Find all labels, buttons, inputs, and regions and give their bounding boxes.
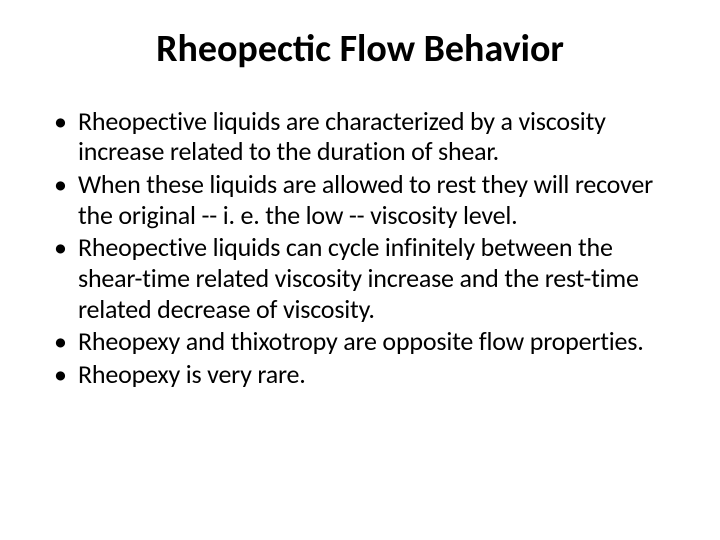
list-item: When these liquids are allowed to rest t… (48, 169, 672, 230)
list-item: Rheopexy is very rare. (48, 359, 672, 390)
list-item: Rheopective liquids can cycle infinitely… (48, 232, 672, 324)
slide: Rheopectic Flow Behavior Rheopective liq… (0, 0, 720, 540)
slide-title: Rheopectic Flow Behavior (48, 28, 672, 72)
bullet-list: Rheopective liquids are characterized by… (48, 106, 672, 390)
list-item: Rheopexy and thixotropy are opposite flo… (48, 326, 672, 357)
list-item: Rheopective liquids are characterized by… (48, 106, 672, 167)
